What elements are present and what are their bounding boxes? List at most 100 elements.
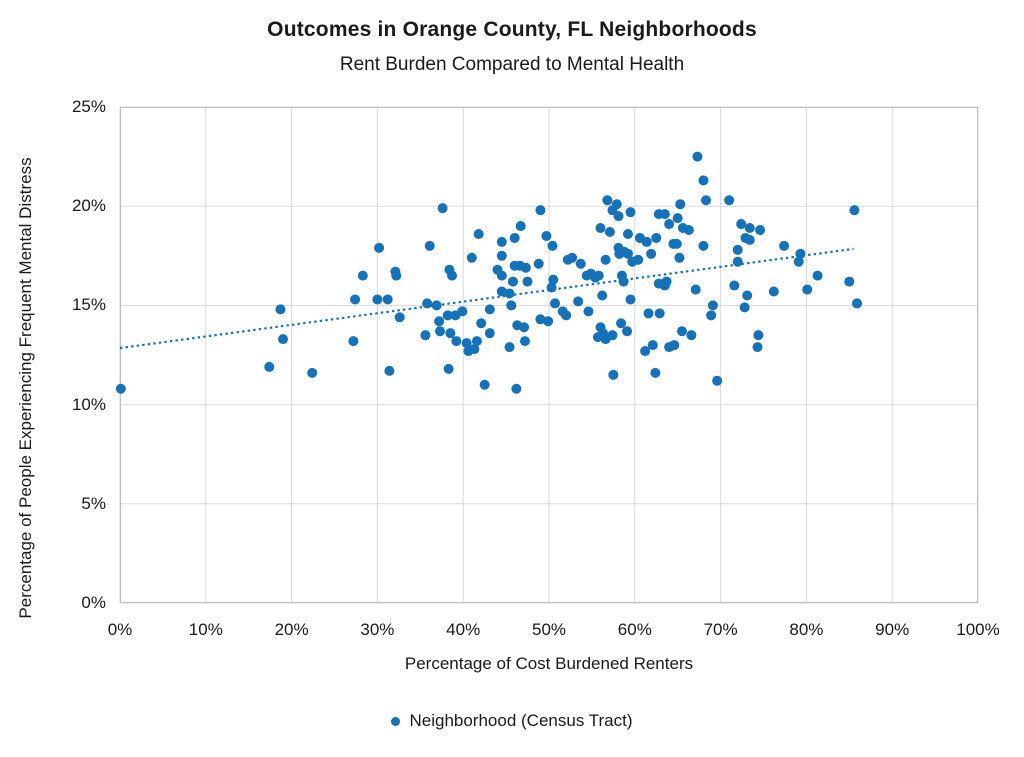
scatter-point bbox=[496, 236, 507, 247]
scatter-point bbox=[611, 199, 622, 210]
scatter-point bbox=[506, 300, 517, 311]
scatter-point bbox=[640, 346, 651, 357]
scatter-point bbox=[520, 262, 531, 273]
scatter-point bbox=[674, 252, 685, 263]
scatter-point bbox=[447, 270, 458, 281]
scatter-point bbox=[633, 254, 644, 265]
scatter-point bbox=[654, 308, 665, 319]
scatter-point bbox=[661, 276, 672, 287]
scatter-point bbox=[690, 284, 701, 295]
scatter-point bbox=[451, 336, 462, 347]
scatter-point bbox=[496, 270, 507, 281]
scatter-point bbox=[683, 225, 694, 236]
scatter-point bbox=[732, 244, 743, 255]
scatter-point bbox=[431, 300, 442, 311]
legend-marker-icon bbox=[391, 716, 401, 726]
chart-title: Outcomes in Orange County, FL Neighborho… bbox=[267, 18, 757, 41]
scatter-point bbox=[622, 228, 633, 239]
y-tick-label: 20% bbox=[71, 196, 106, 216]
scatter-point bbox=[567, 252, 578, 263]
plot-border bbox=[120, 107, 978, 603]
scatter-point bbox=[768, 286, 779, 297]
scatter-point bbox=[650, 367, 661, 378]
x-tick-label: 90% bbox=[875, 620, 910, 639]
y-tick-label: 25% bbox=[71, 97, 106, 116]
scatter-point bbox=[422, 298, 433, 309]
scatter-point bbox=[443, 363, 454, 374]
scatter-point bbox=[604, 226, 615, 237]
scatter-point bbox=[519, 322, 530, 333]
scatter-point bbox=[701, 195, 712, 206]
scatter-point bbox=[434, 316, 445, 327]
scatter-point bbox=[535, 314, 546, 325]
scatter-point bbox=[307, 367, 318, 378]
scatter-point bbox=[622, 248, 633, 259]
scatter-point bbox=[844, 276, 855, 287]
chart-subtitle: Rent Burden Compared to Mental Health bbox=[339, 54, 685, 75]
scatter-point bbox=[484, 304, 495, 315]
scatter-point bbox=[575, 258, 586, 269]
scatter-point bbox=[515, 221, 526, 232]
scatter-point bbox=[625, 207, 636, 218]
scatter-point bbox=[348, 336, 359, 347]
y-tick-label: 10% bbox=[71, 394, 106, 414]
scatter-point bbox=[511, 383, 522, 394]
scatter-point bbox=[602, 195, 613, 206]
x-tick-label: 20% bbox=[274, 620, 309, 639]
scatter-point bbox=[476, 318, 487, 329]
scatter-point bbox=[394, 312, 405, 323]
scatter-point bbox=[742, 290, 753, 301]
scatter-point bbox=[739, 302, 750, 313]
scatter-point bbox=[802, 284, 813, 295]
scatter-point bbox=[535, 205, 546, 216]
scatter-point bbox=[509, 232, 520, 243]
x-tick-label: 60% bbox=[617, 620, 652, 639]
scatter-point bbox=[646, 248, 657, 259]
scatter-point bbox=[664, 219, 675, 230]
scatter-point bbox=[600, 254, 611, 265]
scatter-point bbox=[852, 298, 863, 309]
scatter-point bbox=[504, 342, 515, 353]
scatter-point bbox=[732, 256, 743, 267]
y-tick-label: 15% bbox=[71, 295, 106, 315]
scatter-point bbox=[712, 375, 723, 386]
scatter-point bbox=[374, 242, 385, 253]
scatter-point bbox=[461, 338, 472, 349]
scatter-point bbox=[595, 223, 606, 234]
x-axis-ticks: 0% 10% 20% 30% 40% 50% 60% 70% 80% 90% 100% bbox=[108, 620, 1000, 644]
x-tick-label: 0% bbox=[107, 620, 133, 639]
scatter-point bbox=[471, 336, 482, 347]
scatter-point bbox=[550, 298, 561, 309]
scatter-point bbox=[597, 290, 608, 301]
scatter-point bbox=[752, 342, 763, 353]
scatter-point bbox=[445, 328, 456, 339]
scatter-point bbox=[533, 258, 544, 269]
scatter-point bbox=[573, 296, 584, 307]
scatter-point bbox=[115, 383, 126, 394]
scatter-point bbox=[744, 223, 755, 234]
scatter-point bbox=[457, 306, 468, 317]
scatter-point bbox=[641, 236, 652, 247]
scatter-point bbox=[724, 195, 735, 206]
scatter-point bbox=[522, 276, 533, 287]
scatter-point bbox=[736, 219, 747, 230]
x-tick-label: 50% bbox=[531, 620, 567, 639]
scatter-point bbox=[616, 318, 627, 329]
scatter-point bbox=[382, 294, 393, 305]
scatter-point bbox=[622, 326, 633, 337]
scatter-point bbox=[706, 310, 717, 321]
scatter-point bbox=[707, 300, 718, 311]
scatter-point bbox=[583, 306, 594, 317]
scatter-point bbox=[484, 328, 495, 339]
y-tick-label: 5% bbox=[81, 493, 106, 513]
scatter-point bbox=[507, 276, 518, 287]
legend-label: Neighborhood (Census Tract) bbox=[409, 711, 633, 730]
scatter-point bbox=[275, 304, 286, 315]
scatter-point bbox=[420, 330, 431, 341]
scatter-point bbox=[496, 250, 507, 261]
scatter-point bbox=[795, 248, 806, 259]
x-tick-label: 70% bbox=[703, 620, 738, 639]
scatter-point bbox=[618, 276, 629, 287]
x-tick-label: 40% bbox=[446, 620, 481, 639]
scatter-point bbox=[698, 175, 709, 186]
